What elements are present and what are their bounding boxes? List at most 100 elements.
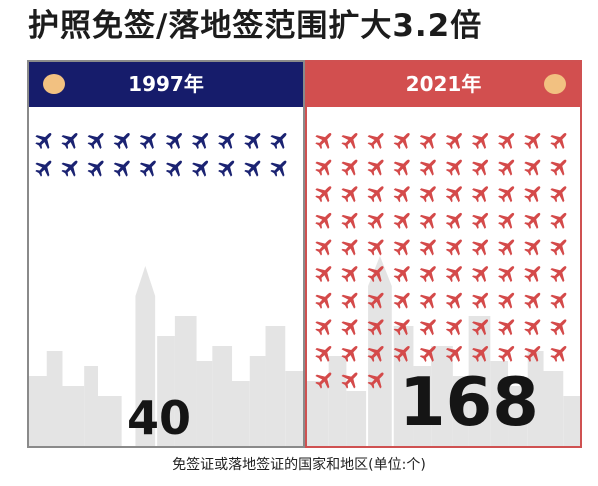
plane-icon xyxy=(393,212,410,229)
plane-icon xyxy=(498,212,515,229)
plane-icon xyxy=(315,319,332,336)
plane-icon xyxy=(315,133,332,150)
plane-icon xyxy=(419,345,436,362)
plane-icon xyxy=(192,160,209,177)
plane-icon xyxy=(341,133,358,150)
plane-icon xyxy=(472,319,489,336)
plane-icon xyxy=(550,239,567,256)
plane-icon xyxy=(315,292,332,309)
plane-icon xyxy=(445,212,462,229)
plane-icon xyxy=(244,160,261,177)
plane-icon xyxy=(498,345,515,362)
plane-icon xyxy=(393,186,410,203)
plane-icon xyxy=(367,133,384,150)
plane-icon xyxy=(315,266,332,283)
plane-icon xyxy=(445,133,462,150)
chart-caption: 免签证或落地签证的国家和地区(单位:个) xyxy=(172,457,426,473)
plane-icon xyxy=(524,186,541,203)
plane-icon xyxy=(524,212,541,229)
plane-icon xyxy=(367,159,384,176)
plane-icon xyxy=(419,186,436,203)
plane-icon xyxy=(367,345,384,362)
plane-icon xyxy=(419,319,436,336)
plane-icon xyxy=(550,292,567,309)
header-2021: 2021年 xyxy=(307,62,580,107)
plane-icon xyxy=(367,239,384,256)
plane-icon xyxy=(393,239,410,256)
plane-icon xyxy=(244,133,261,150)
plane-icon xyxy=(445,345,462,362)
plane-icon xyxy=(472,239,489,256)
chart-title: 护照免签/落地签范围扩大3.2倍 xyxy=(28,8,483,44)
plane-icon xyxy=(550,319,567,336)
plane-icon xyxy=(315,239,332,256)
plane-icon xyxy=(445,186,462,203)
panel-2021: 2021年 168 xyxy=(305,60,582,448)
plane-icon xyxy=(393,266,410,283)
plane-icon xyxy=(550,345,567,362)
plane-icon xyxy=(367,372,384,389)
plane-icon xyxy=(315,372,332,389)
plane-icon xyxy=(367,212,384,229)
plane-icon xyxy=(315,159,332,176)
plane-icon xyxy=(113,133,130,150)
plane-icon xyxy=(341,292,358,309)
plane-icon xyxy=(524,292,541,309)
plane-icon xyxy=(498,319,515,336)
plane-icon xyxy=(419,292,436,309)
plane-icon xyxy=(445,239,462,256)
plane-icon xyxy=(472,186,489,203)
plane-icon xyxy=(341,159,358,176)
plane-icon xyxy=(550,266,567,283)
year-label-1997: 1997年 xyxy=(128,72,204,96)
value-label-2021: 168 xyxy=(399,363,539,441)
plane-grid-1997 xyxy=(35,133,287,177)
plane-icon xyxy=(165,133,182,150)
plane-icon xyxy=(419,133,436,150)
plane-icon xyxy=(270,133,287,150)
plane-icon xyxy=(472,159,489,176)
plane-icon xyxy=(61,160,78,177)
plane-icon xyxy=(87,160,104,177)
plane-icon xyxy=(524,133,541,150)
plane-icon xyxy=(315,186,332,203)
panel-1997: 1997年 40 xyxy=(27,60,305,448)
plane-icon xyxy=(498,239,515,256)
plane-icon xyxy=(315,345,332,362)
plane-icon xyxy=(367,266,384,283)
plane-icon xyxy=(341,319,358,336)
plane-icon xyxy=(315,212,332,229)
circle-dot-icon xyxy=(43,74,65,94)
header-1997: 1997年 xyxy=(29,62,303,107)
plane-icon xyxy=(498,186,515,203)
plane-icon xyxy=(165,160,182,177)
plane-icon xyxy=(270,160,287,177)
plane-icon xyxy=(550,133,567,150)
plane-icon xyxy=(341,345,358,362)
plane-icon xyxy=(139,133,156,150)
plane-icon xyxy=(367,319,384,336)
plane-icon xyxy=(367,292,384,309)
plane-icon xyxy=(472,345,489,362)
plane-icon xyxy=(472,292,489,309)
year-label-2021: 2021年 xyxy=(405,72,482,96)
plane-icon xyxy=(139,160,156,177)
circle-dot-icon xyxy=(544,74,566,94)
plane-icon xyxy=(393,159,410,176)
plane-icon xyxy=(524,319,541,336)
plane-icon xyxy=(218,160,235,177)
plane-icon xyxy=(341,186,358,203)
plane-icon xyxy=(341,212,358,229)
plane-icon xyxy=(524,345,541,362)
plane-icon xyxy=(61,133,78,150)
plane-icon xyxy=(35,160,52,177)
value-label-1997: 40 xyxy=(127,391,192,445)
plane-icon xyxy=(550,212,567,229)
plane-icon xyxy=(524,159,541,176)
skyline-background xyxy=(29,266,303,446)
plane-icon xyxy=(445,159,462,176)
plane-icon xyxy=(367,186,384,203)
plane-icon xyxy=(393,292,410,309)
plane-icon xyxy=(393,133,410,150)
plane-grid-2021 xyxy=(315,133,567,389)
